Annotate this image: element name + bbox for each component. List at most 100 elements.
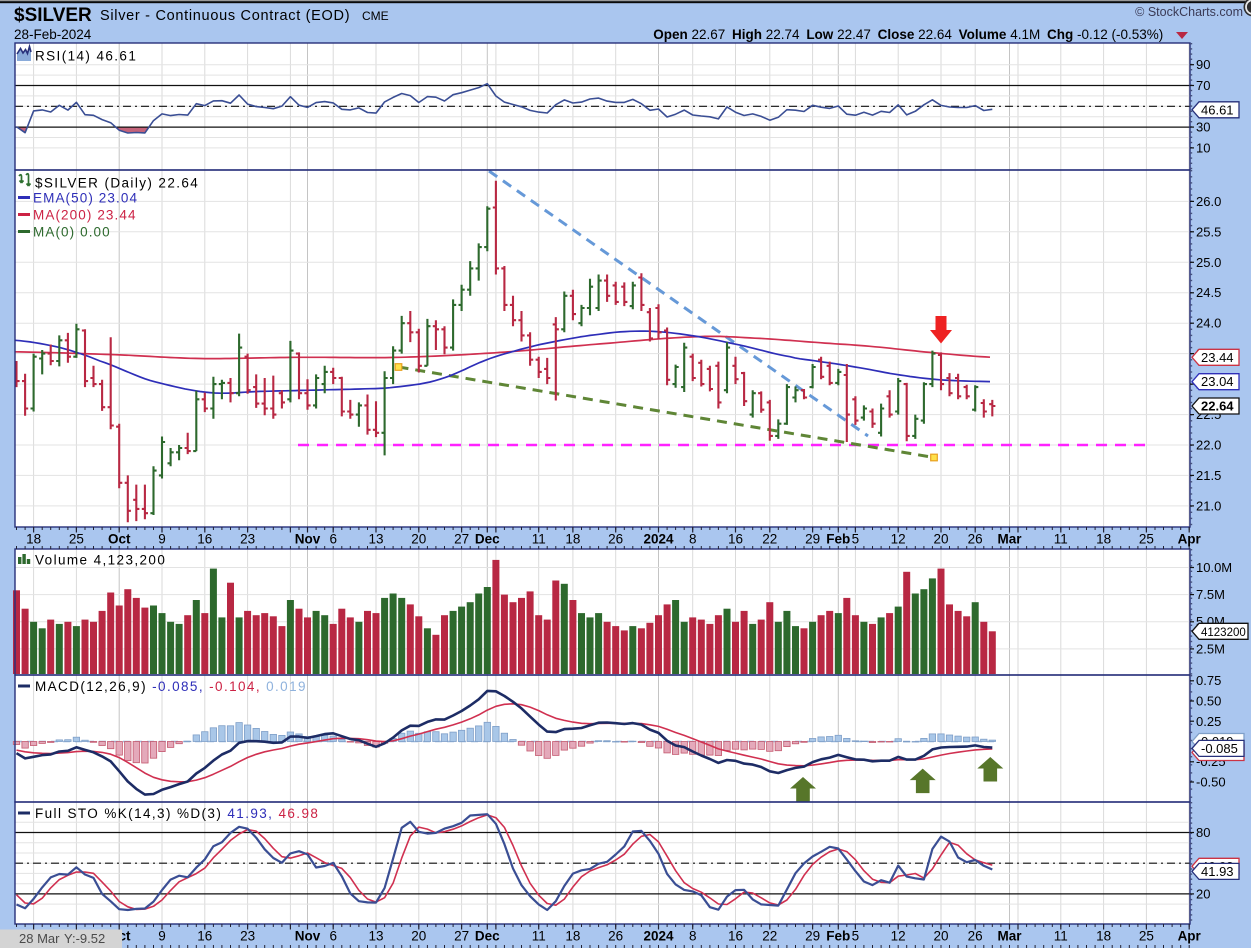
svg-text:18: 18: [1096, 929, 1111, 944]
svg-text:20: 20: [411, 532, 426, 547]
svg-text:Apr: Apr: [1178, 532, 1202, 547]
svg-text:22: 22: [762, 532, 777, 547]
svg-text:-0.085: -0.085: [1201, 741, 1238, 756]
svg-text:18: 18: [1096, 532, 1111, 547]
svg-text:9: 9: [158, 532, 166, 547]
svg-text:12: 12: [891, 532, 906, 547]
svg-text:22.64: 22.64: [1201, 399, 1234, 414]
svg-text:CME: CME: [362, 9, 389, 23]
svg-text:12: 12: [891, 929, 906, 944]
svg-text:0.75: 0.75: [1196, 673, 1221, 688]
svg-text:25: 25: [69, 532, 84, 547]
svg-text:29: 29: [805, 532, 820, 547]
svg-text:10: 10: [1196, 140, 1210, 155]
svg-text:26: 26: [608, 532, 623, 547]
svg-text:8: 8: [689, 532, 697, 547]
svg-text:0.25: 0.25: [1196, 714, 1221, 729]
svg-text:$SILVER (Daily) 22.64: $SILVER (Daily) 22.64: [35, 176, 199, 191]
svg-text:11: 11: [1054, 532, 1068, 547]
svg-text:26: 26: [968, 532, 983, 547]
svg-text:EMA(50) 23.04: EMA(50) 23.04: [33, 191, 138, 206]
svg-text:25: 25: [1139, 929, 1154, 944]
svg-text:5: 5: [852, 929, 860, 944]
svg-text:Apr: Apr: [1178, 929, 1202, 944]
svg-text:Mar: Mar: [997, 929, 1022, 944]
svg-text:24.0: 24.0: [1196, 316, 1221, 331]
svg-text:2.5M: 2.5M: [1196, 641, 1225, 656]
svg-text:70: 70: [1196, 78, 1210, 93]
svg-text:6: 6: [329, 929, 337, 944]
svg-text:29: 29: [805, 929, 820, 944]
svg-text:28 Mar: 28 Mar: [19, 931, 60, 946]
svg-text:Feb: Feb: [826, 532, 850, 547]
svg-text:Dec: Dec: [475, 532, 500, 547]
svg-text:27: 27: [454, 532, 469, 547]
svg-text:Nov: Nov: [295, 532, 321, 547]
svg-text:23.44: 23.44: [1201, 350, 1234, 365]
svg-text:20: 20: [933, 929, 948, 944]
svg-text:2024: 2024: [643, 532, 674, 547]
svg-text:46.61: 46.61: [1201, 102, 1234, 117]
svg-text:13: 13: [368, 929, 383, 944]
svg-text:MA(200) 23.44: MA(200) 23.44: [33, 208, 137, 223]
svg-text:10.0M: 10.0M: [1196, 560, 1232, 575]
svg-text:Silver - Continuous Contract (: Silver - Continuous Contract (EOD): [100, 8, 350, 24]
svg-text:80: 80: [1196, 825, 1210, 840]
svg-text:© StockCharts.com: © StockCharts.com: [1135, 5, 1243, 19]
svg-text:16: 16: [728, 929, 743, 944]
svg-text:$SILVER: $SILVER: [14, 5, 92, 26]
svg-text:23: 23: [240, 929, 255, 944]
svg-text:0.50: 0.50: [1196, 694, 1221, 709]
svg-text:16: 16: [728, 532, 743, 547]
svg-text:16: 16: [197, 929, 212, 944]
svg-text:5: 5: [852, 532, 860, 547]
svg-text:26.0: 26.0: [1196, 194, 1221, 209]
svg-text:41.93: 41.93: [1201, 864, 1234, 879]
svg-text:30: 30: [1196, 120, 1210, 135]
svg-text:22: 22: [762, 929, 777, 944]
svg-text:26: 26: [608, 929, 623, 944]
svg-text:18: 18: [565, 929, 580, 944]
svg-text:Oct: Oct: [108, 532, 131, 547]
svg-text:23.04: 23.04: [1201, 374, 1234, 389]
svg-text:16: 16: [197, 532, 212, 547]
svg-text:Open 22.67 High 22.74 Low 22.4: Open 22.67 High 22.74 Low 22.47 Close 22…: [653, 27, 1170, 42]
svg-text:20: 20: [933, 532, 948, 547]
svg-text:20: 20: [1196, 886, 1210, 901]
svg-text:RSI(14) 46.61: RSI(14) 46.61: [35, 49, 137, 64]
svg-text:4123200: 4123200: [1201, 627, 1246, 639]
svg-text:20: 20: [411, 929, 426, 944]
svg-text:13: 13: [368, 532, 383, 547]
svg-text:2024: 2024: [643, 929, 674, 944]
svg-text:7.5M: 7.5M: [1196, 587, 1225, 602]
svg-text:26: 26: [968, 929, 983, 944]
svg-text:Volume 4,123,200: Volume 4,123,200: [35, 553, 166, 568]
svg-text:21.0: 21.0: [1196, 498, 1221, 513]
svg-text:18: 18: [565, 532, 580, 547]
svg-text:9: 9: [158, 929, 166, 944]
svg-text:MA(0) 0.00: MA(0) 0.00: [33, 225, 111, 240]
svg-text:6: 6: [329, 532, 337, 547]
svg-text:22.0: 22.0: [1196, 438, 1221, 453]
svg-text:-0.50: -0.50: [1196, 775, 1226, 790]
svg-text:11: 11: [532, 929, 546, 944]
svg-text:8: 8: [689, 929, 697, 944]
svg-text:Full STO %K(14,3) %D(3) 41.93,: Full STO %K(14,3) %D(3) 41.93, 46.98: [35, 806, 319, 821]
svg-text:27: 27: [454, 929, 469, 944]
svg-text:28-Feb-2024: 28-Feb-2024: [14, 27, 92, 42]
svg-text:11: 11: [532, 532, 546, 547]
svg-text:25: 25: [1139, 532, 1154, 547]
svg-text:Dec: Dec: [475, 929, 500, 944]
svg-text:23: 23: [240, 532, 255, 547]
svg-text:Mar: Mar: [997, 532, 1022, 547]
svg-text:25.5: 25.5: [1196, 224, 1221, 239]
svg-text:21.5: 21.5: [1196, 468, 1221, 483]
svg-text:Y:-9.52: Y:-9.52: [64, 931, 105, 946]
svg-text:MACD(12,26,9) -0.085, -0.104,: MACD(12,26,9) -0.085, -0.104, 0.019: [35, 679, 307, 694]
svg-text:11: 11: [1054, 929, 1068, 944]
svg-text:25.0: 25.0: [1196, 255, 1221, 270]
svg-text:90: 90: [1196, 57, 1210, 72]
svg-text:24.5: 24.5: [1196, 285, 1221, 300]
svg-text:18: 18: [26, 532, 41, 547]
svg-text:Feb: Feb: [826, 929, 850, 944]
